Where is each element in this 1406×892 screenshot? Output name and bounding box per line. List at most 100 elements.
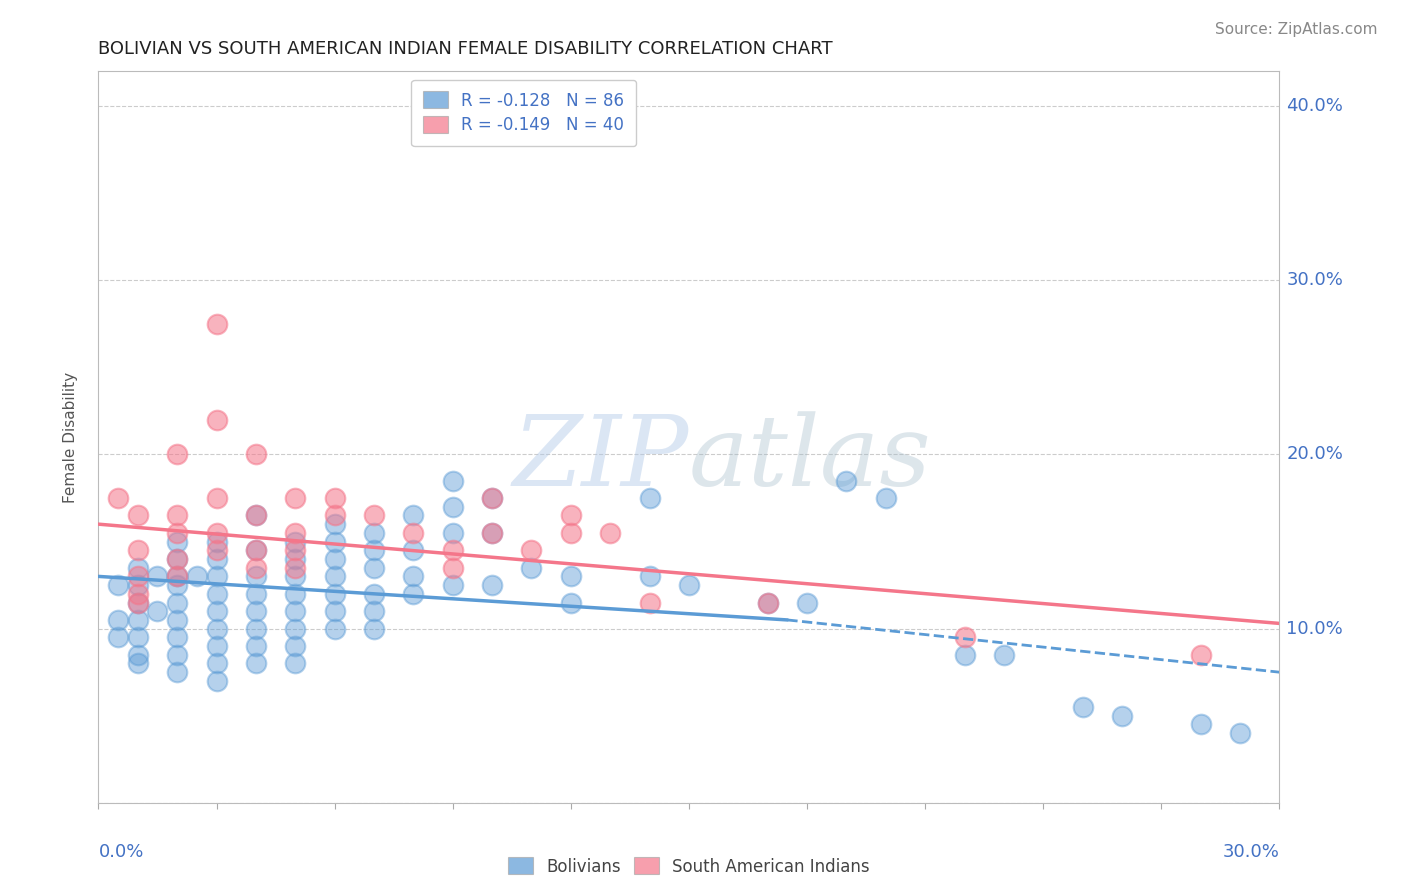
Point — [127, 631, 149, 645]
Legend: Bolivians, South American Indians: Bolivians, South American Indians — [501, 851, 877, 882]
Point — [166, 595, 188, 609]
Point — [205, 587, 228, 601]
Point — [166, 508, 188, 523]
Point — [284, 543, 307, 558]
Point — [323, 508, 346, 523]
Point — [441, 578, 464, 592]
Point — [205, 552, 228, 566]
Text: 10.0%: 10.0% — [1286, 620, 1343, 638]
Point — [441, 525, 464, 540]
Text: 40.0%: 40.0% — [1286, 97, 1343, 115]
Point — [166, 613, 188, 627]
Point — [245, 587, 267, 601]
Point — [245, 560, 267, 574]
Point — [166, 552, 188, 566]
Point — [560, 595, 582, 609]
Point — [481, 491, 503, 505]
Point — [245, 508, 267, 523]
Point — [323, 622, 346, 636]
Point — [284, 560, 307, 574]
Point — [1189, 648, 1212, 662]
Point — [284, 604, 307, 618]
Point — [441, 474, 464, 488]
Point — [245, 543, 267, 558]
Point — [875, 491, 897, 505]
Point — [245, 657, 267, 671]
Point — [953, 631, 976, 645]
Text: atlas: atlas — [689, 411, 932, 507]
Point — [363, 543, 385, 558]
Text: Source: ZipAtlas.com: Source: ZipAtlas.com — [1215, 22, 1378, 37]
Point — [245, 622, 267, 636]
Point — [205, 657, 228, 671]
Point — [127, 648, 149, 662]
Point — [323, 491, 346, 505]
Point — [560, 569, 582, 583]
Point — [363, 560, 385, 574]
Point — [186, 569, 208, 583]
Point — [363, 587, 385, 601]
Point — [127, 543, 149, 558]
Point — [205, 569, 228, 583]
Point — [520, 543, 543, 558]
Point — [107, 578, 129, 592]
Point — [205, 622, 228, 636]
Point — [323, 569, 346, 583]
Point — [166, 569, 188, 583]
Point — [166, 448, 188, 462]
Point — [146, 569, 169, 583]
Point — [402, 587, 425, 601]
Point — [638, 569, 661, 583]
Point — [205, 639, 228, 653]
Point — [1111, 708, 1133, 723]
Point — [166, 578, 188, 592]
Point — [284, 491, 307, 505]
Point — [127, 587, 149, 601]
Point — [127, 595, 149, 609]
Point — [323, 534, 346, 549]
Text: 0.0%: 0.0% — [98, 843, 143, 861]
Point — [402, 543, 425, 558]
Point — [678, 578, 700, 592]
Point — [402, 525, 425, 540]
Point — [245, 508, 267, 523]
Point — [323, 517, 346, 532]
Point — [245, 543, 267, 558]
Point — [323, 604, 346, 618]
Point — [284, 569, 307, 583]
Point — [107, 613, 129, 627]
Point — [323, 587, 346, 601]
Text: BOLIVIAN VS SOUTH AMERICAN INDIAN FEMALE DISABILITY CORRELATION CHART: BOLIVIAN VS SOUTH AMERICAN INDIAN FEMALE… — [98, 40, 832, 58]
Point — [284, 552, 307, 566]
Point — [245, 639, 267, 653]
Point — [166, 648, 188, 662]
Point — [560, 508, 582, 523]
Point — [481, 525, 503, 540]
Text: 30.0%: 30.0% — [1286, 271, 1343, 289]
Point — [166, 665, 188, 680]
Point — [481, 578, 503, 592]
Point — [481, 525, 503, 540]
Point — [323, 552, 346, 566]
Point — [835, 474, 858, 488]
Point — [205, 534, 228, 549]
Point — [520, 560, 543, 574]
Point — [107, 631, 129, 645]
Point — [284, 657, 307, 671]
Point — [481, 491, 503, 505]
Point — [205, 412, 228, 426]
Point — [402, 569, 425, 583]
Point — [205, 525, 228, 540]
Y-axis label: Female Disability: Female Disability — [63, 371, 77, 503]
Point — [205, 317, 228, 331]
Point — [284, 639, 307, 653]
Point — [363, 525, 385, 540]
Point — [127, 595, 149, 609]
Point — [284, 622, 307, 636]
Point — [363, 622, 385, 636]
Point — [284, 587, 307, 601]
Point — [441, 500, 464, 514]
Text: 30.0%: 30.0% — [1223, 843, 1279, 861]
Point — [993, 648, 1015, 662]
Text: 20.0%: 20.0% — [1286, 445, 1343, 464]
